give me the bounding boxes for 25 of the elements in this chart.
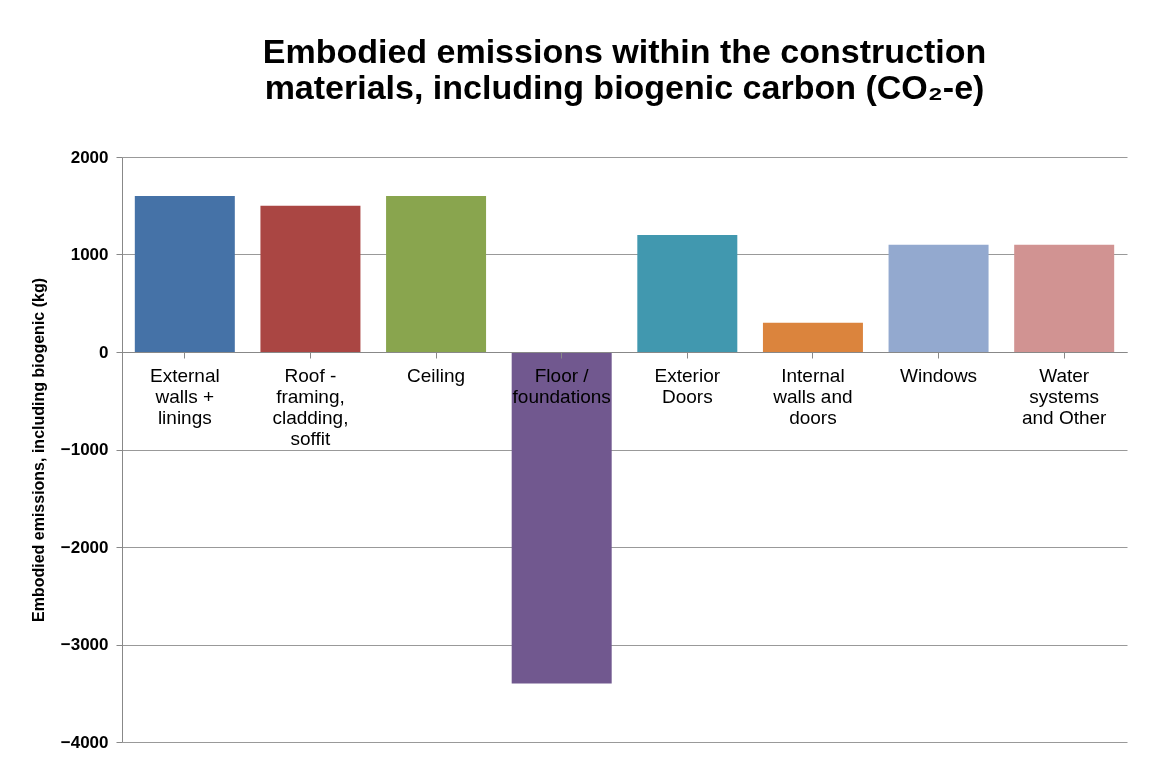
y-tick-label: 1000	[70, 245, 109, 264]
x-tick-label: Roof - framing, cladding, soffit	[272, 364, 349, 449]
bar	[637, 235, 738, 352]
y-tick-label: 0	[99, 342, 109, 362]
y-tick-label: −1000	[60, 440, 109, 459]
y-axis-title: Embodied emissions, including biogenic (kg)	[29, 277, 47, 623]
bar	[762, 322, 863, 352]
x-tick-label: Ceiling	[407, 364, 466, 386]
x-tick-label: Exterior Doors	[654, 364, 721, 407]
y-tick-label: −3000	[60, 635, 109, 654]
x-tick-label: Internal walls and doors	[772, 364, 853, 428]
chart-title: Embodied emissions within the construction materials, including biogenic carbon (CO₂-e)	[262, 32, 987, 106]
y-tick-label: 2000	[70, 147, 109, 167]
bar	[260, 205, 361, 352]
y-tick-label: −4000	[60, 732, 109, 752]
bar	[134, 196, 235, 352]
y-tick-label: −2000	[60, 537, 109, 557]
bar	[511, 352, 612, 684]
x-tick-label: Floor / foundations	[512, 364, 611, 407]
x-tick-label: Water systems and Other	[1021, 364, 1108, 428]
x-tick-label: External walls + linings	[149, 364, 220, 428]
bar	[1014, 244, 1115, 352]
x-tick-label: Windows	[900, 364, 978, 386]
bar	[888, 244, 989, 352]
bar	[386, 196, 487, 352]
